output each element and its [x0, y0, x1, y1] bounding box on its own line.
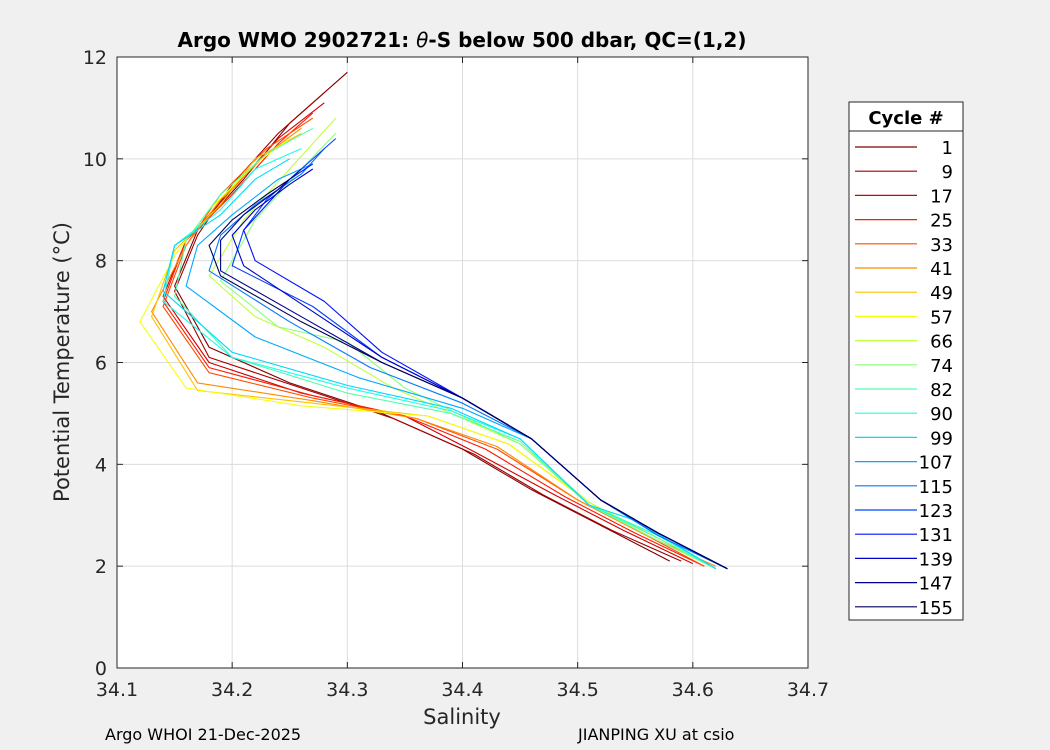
x-tick-label: 34.4 [441, 679, 483, 701]
legend-label: 90 [930, 404, 953, 425]
series-line-cycle-41 [151, 127, 717, 567]
x-tick-label: 34.1 [96, 679, 138, 701]
y-tick-label: 10 [83, 149, 107, 171]
legend: Cycle # 1 9 17 25 33 41 49 57 66 74 82 90 99 107 115 12… [848, 101, 964, 621]
legend-label: 49 [930, 283, 953, 304]
legend-label: 123 [919, 501, 953, 522]
legend-label: 107 [919, 453, 953, 474]
axis-ticks: 34.1 34.2 34.3 34.4 34.5 34.6 34.7 0 2 4 6 8 10 12 [83, 47, 829, 701]
title-prefix: Argo WMO 2902721: [178, 28, 417, 52]
legend-label: 41 [930, 259, 953, 280]
legend-label: 115 [919, 477, 953, 498]
y-tick-label: 2 [95, 556, 107, 578]
x-tick-label: 34.2 [211, 679, 253, 701]
legend-label: 155 [919, 598, 953, 619]
legend-label: 25 [930, 211, 953, 232]
series-line-cycle-155 [208, 178, 728, 570]
x-axis-label: Salinity [423, 705, 501, 729]
legend-label: 131 [919, 525, 953, 546]
legend-entries: 1 9 17 25 33 41 49 57 66 74 82 90 99 107 115 123 131 139 1… [855, 138, 953, 619]
legend-label: 99 [930, 428, 953, 449]
title-rest: -S below 500 dbar, QC=(1,2) [428, 28, 746, 52]
legend-label: 74 [930, 356, 953, 377]
title-theta: θ [416, 28, 428, 52]
series-line-cycle-90 [162, 148, 717, 570]
footer-author: JIANPING XU at csio [578, 725, 735, 744]
y-tick-label: 4 [95, 454, 107, 476]
series-line-cycle-1 [174, 71, 671, 562]
y-tick-label: 8 [95, 251, 107, 273]
legend-label: 66 [930, 332, 953, 353]
y-tick-label: 6 [95, 353, 107, 375]
footer-source: Argo WHOI 21-Dec-2025 [105, 725, 302, 744]
legend-label: 17 [930, 186, 953, 207]
legend-title: Cycle # [868, 108, 943, 129]
legend-label: 147 [919, 574, 953, 595]
series-group [139, 71, 728, 570]
series-line-cycle-99 [162, 158, 717, 570]
y-tick-label: 12 [83, 47, 107, 69]
legend-label: 33 [930, 235, 953, 256]
y-axis-label: Potential Temperature (°C) [50, 222, 74, 502]
legend-label: 82 [930, 380, 953, 401]
series-line-cycle-25 [162, 112, 705, 567]
legend-label: 1 [942, 138, 953, 159]
x-tick-label: 34.6 [672, 679, 714, 701]
legend-label: 139 [919, 549, 953, 570]
legend-label: 9 [942, 162, 953, 183]
x-tick-label: 34.3 [326, 679, 368, 701]
x-tick-label: 34.7 [787, 679, 829, 701]
x-tick-label: 34.5 [557, 679, 599, 701]
chart-title: Argo WMO 2902721: θ-S below 500 dbar, QC… [178, 28, 747, 52]
legend-label: 57 [930, 307, 953, 328]
y-tick-label: 0 [95, 658, 107, 680]
